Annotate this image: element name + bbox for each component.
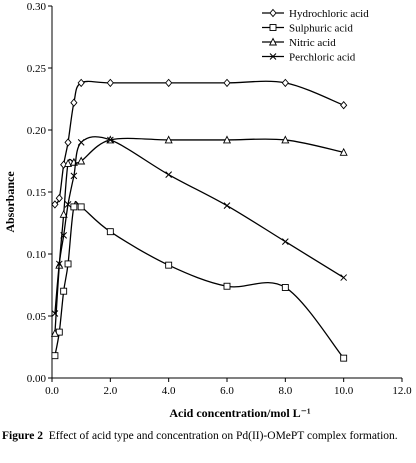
x-tick-label: 0.0	[45, 385, 59, 397]
y-axis-title: Absorbance	[3, 171, 17, 233]
x-tick-label: 6.0	[220, 385, 234, 397]
data-point	[223, 282, 231, 290]
data-point	[281, 284, 289, 291]
series-square	[51, 200, 348, 362]
data-point	[59, 209, 68, 218]
data-point	[55, 260, 63, 268]
data-point	[106, 78, 114, 88]
figure-caption: Figure 2 Effect of acid type and concent…	[2, 429, 412, 443]
series-line	[54, 200, 345, 359]
legend-label: Nitric acid	[289, 37, 336, 49]
series-x	[51, 136, 348, 317]
x-tick-label: 2.0	[103, 385, 117, 397]
legend-swatch-marker	[269, 8, 277, 18]
data-point	[339, 147, 348, 156]
data-point	[51, 200, 59, 209]
data-point	[340, 354, 348, 362]
data-point	[340, 101, 348, 110]
legend-entry: Perchloric acid	[262, 52, 356, 64]
legend-label: Hydrochloric acid	[289, 8, 369, 20]
data-point	[222, 135, 232, 144]
data-point	[77, 156, 86, 165]
data-point	[60, 232, 68, 239]
data-point	[106, 228, 114, 236]
y-tick-label: 0.05	[27, 311, 47, 323]
data-point	[70, 172, 78, 180]
data-point	[281, 135, 290, 144]
data-point	[64, 260, 72, 268]
data-point	[223, 202, 231, 209]
series-diamond	[51, 78, 348, 209]
data-point	[106, 136, 114, 144]
data-point	[51, 352, 59, 360]
data-point	[50, 328, 59, 337]
x-tick-label: 12.0	[392, 385, 412, 397]
x-tick-label: 8.0	[278, 385, 292, 397]
data-point	[70, 203, 78, 211]
data-point	[51, 310, 59, 317]
legend-label: Sulphuric acid	[289, 23, 353, 35]
y-tick-label: 0.20	[27, 125, 47, 137]
data-point	[281, 238, 289, 245]
x-tick-label: 10.0	[334, 385, 354, 397]
data-point	[70, 98, 78, 107]
data-point	[77, 139, 85, 146]
data-point	[64, 201, 72, 208]
chart-series	[50, 78, 348, 362]
data-point	[281, 78, 289, 88]
data-point	[223, 78, 231, 88]
y-tick-label: 0.00	[27, 373, 47, 385]
legend-label: Perchloric acid	[289, 52, 356, 64]
y-tick-label: 0.30	[27, 1, 47, 13]
series-triangle	[50, 135, 348, 337]
series-line	[54, 136, 345, 314]
absorbance-line-chart: 0.0 2.0 4.0 6.0 8.0 10.0 12.0 0.00 0.05 0.10 0.15 0…	[3, 1, 412, 420]
data-point	[340, 274, 348, 281]
data-point	[165, 171, 173, 178]
x-axis-title: Acid concentration/mol L⁻¹	[169, 406, 311, 420]
data-point	[164, 135, 173, 144]
y-tick-label: 0.25	[27, 63, 47, 75]
data-point	[77, 203, 85, 211]
chart-axes: 0.0 2.0 4.0 6.0 8.0 10.0 12.0 0.00 0.05 0.10 0.15 0…	[27, 1, 412, 397]
y-tick-label: 0.10	[27, 249, 47, 261]
data-point	[165, 261, 173, 269]
legend-swatch-marker	[269, 53, 277, 60]
y-tick-label: 0.15	[27, 187, 47, 199]
x-tick-label: 4.0	[162, 385, 176, 397]
legend-entry: Hydrochloric acid	[262, 8, 369, 20]
data-point	[77, 78, 85, 88]
data-point	[64, 138, 72, 147]
figure-caption-label: Figure 2	[2, 430, 43, 442]
legend-entry: Nitric acid	[262, 37, 336, 49]
chart-legend: Hydrochloric acid Sulphuric acid Nitric ac…	[262, 8, 369, 64]
legend-swatch-marker	[268, 37, 278, 46]
data-point	[165, 78, 173, 88]
data-point	[55, 194, 63, 203]
data-point	[60, 287, 68, 295]
legend-swatch-marker	[269, 24, 277, 31]
series-line	[54, 137, 344, 334]
data-point	[64, 158, 73, 167]
legend-entry: Sulphuric acid	[262, 23, 353, 35]
figure-caption-text: Effect of acid type and concentration on…	[48, 430, 398, 442]
